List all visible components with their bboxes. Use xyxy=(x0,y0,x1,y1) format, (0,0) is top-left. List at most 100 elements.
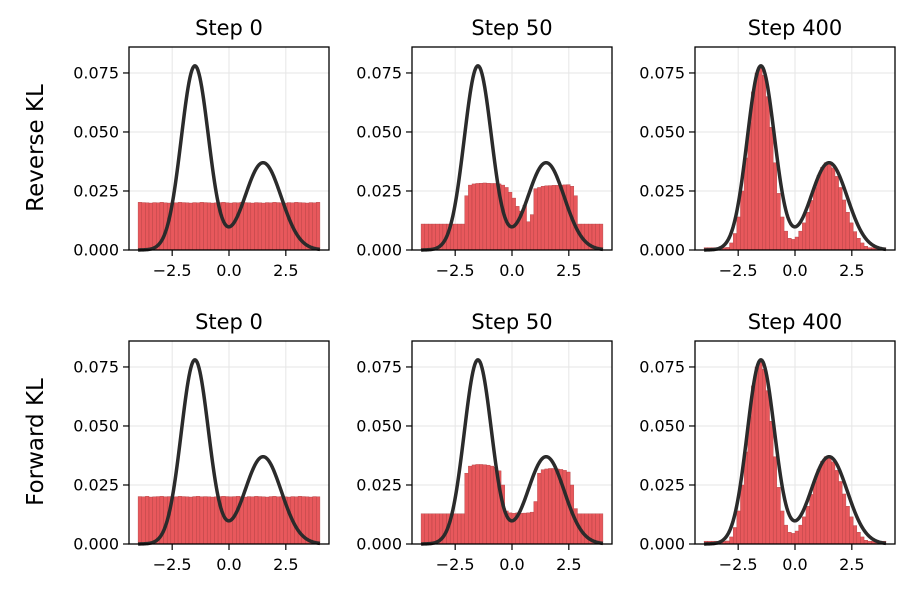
panel-forward-2: −2.5 0.0 2.5 0.000 0.025 0.050 0.075 Step 400 xyxy=(639,310,896,574)
histogram-bar xyxy=(246,496,252,545)
histogram-bar xyxy=(827,456,832,545)
y-tick-label: 0.000 xyxy=(639,535,685,554)
histogram-bar xyxy=(489,183,495,251)
histogram-bar xyxy=(137,202,142,251)
y-tick-label: 0.000 xyxy=(639,241,685,260)
histogram-bar xyxy=(529,214,535,251)
histogram-bar xyxy=(762,369,767,545)
histogram-bar xyxy=(457,223,462,251)
y-tick-label: 0.025 xyxy=(356,475,402,494)
histogram-bar xyxy=(294,496,299,545)
histogram-bar xyxy=(783,230,788,251)
histogram-bar xyxy=(272,496,277,545)
y-tick-label: 0.075 xyxy=(356,357,402,376)
histogram-bar xyxy=(243,496,248,545)
histogram-bar xyxy=(805,506,810,545)
histogram-bar xyxy=(279,496,284,545)
histogram-bar xyxy=(838,187,843,251)
y-tick-label: 0.050 xyxy=(356,416,402,435)
histogram-bar xyxy=(823,456,828,545)
y-tick-label: 0.000 xyxy=(356,241,402,260)
x-tick-label: 2.5 xyxy=(556,555,581,574)
histogram-bar xyxy=(751,385,756,545)
histogram-bar xyxy=(856,531,861,545)
x-tick-label: 2.5 xyxy=(839,261,864,280)
y-tick-label: 0.075 xyxy=(73,63,119,82)
histogram-bar xyxy=(181,496,186,545)
histogram-bar xyxy=(758,359,763,545)
histogram-bar xyxy=(860,536,865,545)
histogram-bar xyxy=(769,421,774,545)
histogram-bar xyxy=(424,513,429,545)
x-tick-label: −2.5 xyxy=(436,261,475,280)
histogram-bar xyxy=(294,202,299,251)
histogram-bar xyxy=(845,506,850,545)
histogram-bar xyxy=(177,496,182,545)
histogram-bar xyxy=(453,513,458,545)
histogram-bar xyxy=(286,496,292,545)
histogram-bar xyxy=(772,456,778,545)
panel-reverse-2: −2.5 0.0 2.5 0.000 0.025 0.050 0.075 Step 400 xyxy=(639,16,896,280)
histogram-bar xyxy=(780,216,785,251)
histogram-bar xyxy=(428,223,433,251)
panel-reverse-1: −2.5 0.0 2.5 0.000 0.025 0.050 0.075 Step 50 xyxy=(356,16,613,280)
histogram-bar xyxy=(540,469,545,545)
histogram-bar xyxy=(257,496,262,545)
histogram-bar xyxy=(834,176,839,251)
histogram-bar xyxy=(141,202,146,251)
panel-title: Step 400 xyxy=(748,310,843,334)
histogram-bar xyxy=(286,202,292,251)
histogram-bar xyxy=(537,472,542,545)
histogram-bar xyxy=(420,513,425,545)
y-tick-label: 0.025 xyxy=(73,181,119,200)
panel-forward-1: −2.5 0.0 2.5 0.000 0.025 0.050 0.075 Step 50 xyxy=(356,310,613,574)
y-tick-label: 0.050 xyxy=(639,122,685,141)
x-tick-label: 2.5 xyxy=(273,261,298,280)
histogram-bar xyxy=(174,202,179,251)
histogram-bar xyxy=(316,496,321,545)
histogram-bar xyxy=(544,185,549,251)
y-tick-label: 0.025 xyxy=(639,181,685,200)
histogram-bar xyxy=(308,202,313,251)
histogram-bar xyxy=(479,182,484,251)
y-tick-label: 0.075 xyxy=(639,63,685,82)
histogram-bar xyxy=(798,230,803,251)
histogram-bar xyxy=(508,191,513,251)
histogram-bar xyxy=(537,187,542,251)
histogram-bar xyxy=(776,487,781,545)
histogram-bar xyxy=(181,202,186,251)
histogram-bar xyxy=(783,524,788,545)
histogram-bar xyxy=(548,185,553,251)
histogram-bar xyxy=(297,496,302,545)
x-tick-label: 0.0 xyxy=(499,261,524,280)
histogram-bar xyxy=(188,202,193,251)
histogram-bar xyxy=(802,516,807,545)
histogram-bar xyxy=(769,127,774,251)
histogram-bar xyxy=(428,513,433,545)
histogram-bar xyxy=(751,91,756,251)
histogram-bar xyxy=(489,465,495,545)
histogram-bar xyxy=(729,242,734,251)
histogram-bar xyxy=(838,481,843,545)
histogram-bar xyxy=(522,512,527,545)
histogram-bar xyxy=(533,501,538,545)
histogram-bar xyxy=(740,190,745,251)
histogram-bar xyxy=(787,237,792,251)
histogram-bar xyxy=(823,162,828,251)
histogram-bar xyxy=(206,496,212,545)
histogram-bar xyxy=(468,465,473,545)
histogram-bar xyxy=(475,183,480,251)
histogram-bar xyxy=(464,472,469,545)
histogram-bar xyxy=(732,233,738,251)
x-tick-label: −2.5 xyxy=(436,555,475,574)
x-tick-label: 2.5 xyxy=(839,555,864,574)
histogram-bar xyxy=(791,533,796,545)
histogram-bar xyxy=(805,212,810,251)
histogram-bar xyxy=(475,464,480,545)
histogram-bar xyxy=(827,162,832,251)
histogram-bar xyxy=(192,496,197,545)
histogram-bar xyxy=(148,496,153,545)
histogram-bar xyxy=(210,496,215,545)
histogram-bar xyxy=(312,202,317,251)
histogram-bar xyxy=(250,202,255,251)
